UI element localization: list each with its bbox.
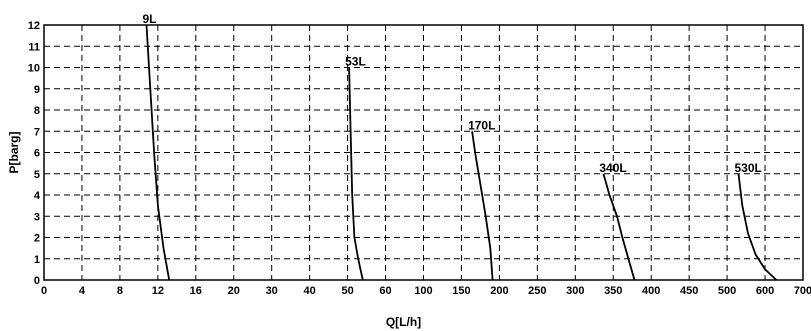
y-tick-label: 11: [28, 41, 40, 53]
x-tick-label: 50: [341, 285, 353, 297]
series-label-530L: 530L: [734, 161, 761, 175]
x-tick-label: 300: [566, 285, 584, 297]
x-tick-label: 350: [604, 285, 622, 297]
x-tick-label: 16: [190, 285, 202, 297]
plot-frame: [43, 24, 804, 281]
series-line-9L: [145, 24, 171, 281]
series-line-340L: [602, 173, 636, 281]
y-tick-label: 12: [28, 20, 40, 32]
x-tick-label: 100: [414, 285, 432, 297]
y-tick-label: 8: [34, 105, 40, 117]
x-tick-label: 4: [79, 285, 86, 297]
x-tick-label: 150: [452, 285, 470, 297]
x-tick-label: 0: [41, 285, 47, 297]
series-label-53L: 53L: [345, 55, 366, 69]
x-tick-label: 250: [528, 285, 546, 297]
y-tick-label: 4: [34, 190, 41, 202]
x-tick-label: 12: [152, 285, 164, 297]
x-tick-label: 60: [379, 285, 391, 297]
series-line-53L: [348, 67, 364, 281]
x-tick-label: 400: [642, 285, 660, 297]
y-tick-label: 7: [34, 126, 40, 138]
x-tick-label: 700: [794, 285, 811, 297]
y-tick-label: 5: [34, 169, 40, 181]
y-tick-label: 1: [34, 254, 40, 266]
y-tick-label: 6: [34, 148, 40, 160]
series-line-170L: [471, 131, 494, 281]
x-tick-label: 20: [228, 285, 240, 297]
x-tick-label: 500: [718, 285, 736, 297]
y-axis-label: P[barg]: [7, 131, 21, 173]
y-tick-label: 3: [34, 211, 40, 223]
series-label-9L: 9L: [142, 12, 156, 26]
x-tick-label: 600: [756, 285, 774, 297]
y-tick-label: 9: [34, 84, 40, 96]
x-axis: 0 4 8 12 16 20 30 40 50 60 100 150 200 250 300 350 400 45…: [41, 285, 811, 297]
x-tick-label: 200: [490, 285, 508, 297]
y-tick-label: 2: [34, 233, 40, 245]
grid: [44, 25, 803, 280]
series-line-530L: [737, 173, 778, 281]
y-tick-label: 10: [28, 63, 40, 75]
x-tick-label: 40: [304, 285, 316, 297]
x-tick-label: 450: [680, 285, 698, 297]
series-label-170L: 170L: [468, 118, 495, 132]
series-label-340L: 340L: [599, 161, 626, 175]
series: 9L 53L 170L 340L 530L: [142, 12, 778, 281]
x-tick-label: 30: [266, 285, 278, 297]
y-tick-label: 0: [34, 275, 40, 287]
x-axis-label: Q[L/h]: [386, 315, 421, 329]
x-tick-label: 8: [117, 285, 123, 297]
